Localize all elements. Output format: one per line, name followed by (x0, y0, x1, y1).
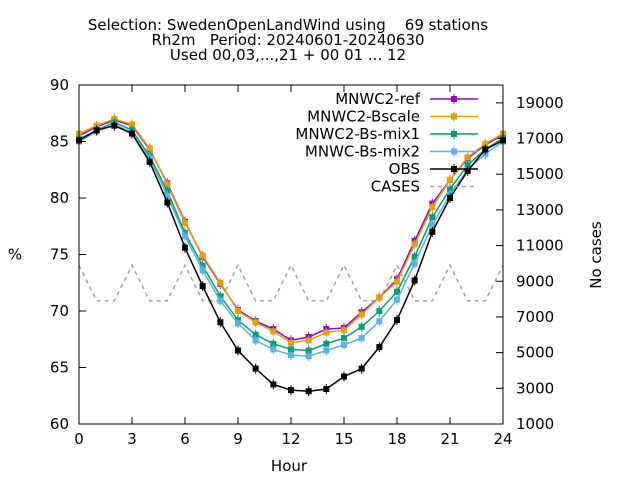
series-line-mnwc2-bscale (78, 118, 504, 344)
legend-item-mnwc2-ref: MNWC2-ref (335, 90, 478, 108)
legend-label: MNWC2-ref (335, 90, 420, 108)
x-tick-label: 0 (74, 430, 84, 448)
series-mnwc-bs-mix2 (76, 119, 506, 362)
x-tick-label: 9 (233, 430, 243, 448)
chart-title: Selection: SwedenOpenLandWind using 69 s… (88, 16, 488, 64)
y-tick-label: 60 (50, 415, 69, 433)
x-axis-label: Hour (271, 457, 308, 475)
plot-frame (78, 84, 504, 425)
title-line-1: Selection: SwedenOpenLandWind using 69 s… (88, 16, 488, 34)
y2-tick-label: 3000 (516, 379, 554, 397)
legend-label: CASES (371, 178, 420, 196)
y-tick-label: 85 (50, 133, 69, 151)
y2-tick-label: 1000 (516, 415, 554, 433)
legend-label: MNWC2-Bscale (307, 108, 420, 126)
x-tick-label: 3 (127, 430, 137, 448)
legend-label: MNWC-Bs-mix2 (305, 143, 420, 161)
legend-item-cases: CASES (371, 178, 478, 196)
title-line-3: Used 00,03,...,21 + 00 01 ... 12 (170, 46, 406, 64)
title-line-2: Rh2m Period: 20240601-20240630 (151, 31, 424, 49)
y-tick-label: 90 (50, 76, 69, 94)
legend-item-mnwc2-bs-mix1: MNWC2-Bs-mix1 (295, 125, 478, 143)
plot-series (76, 113, 506, 397)
y2-tick-label: 13000 (516, 201, 564, 219)
legend-item-mnwc2-bscale: MNWC2-Bscale (307, 108, 478, 126)
y2-tick-label: 5000 (516, 344, 554, 362)
y2-tick-label: 9000 (516, 272, 554, 290)
y-tick-label: 70 (50, 302, 69, 320)
series-mnwc2-ref (76, 115, 506, 346)
x-tick-label: 24 (493, 430, 512, 448)
x-tick-label: 6 (180, 430, 190, 448)
legend-item-obs: OBS (389, 160, 478, 178)
x-tick-label: 12 (281, 430, 300, 448)
axis-labels: % No cases Hour (8, 221, 605, 475)
x-tick-label: 15 (334, 430, 353, 448)
x-tick-label: 21 (440, 430, 459, 448)
axis-ticks: 0 3 6 9 12 15 18 21 24 60 65 70 75 80 85 90 1000 3000 5000… (50, 76, 564, 448)
series-line-cases (78, 263, 504, 302)
series-line-mnwc2-ref (78, 119, 504, 342)
series-line-mnwc-bs-mix2 (78, 123, 504, 357)
y-axis-label: % (8, 246, 22, 264)
legend-item-mnwc-bs-mix2: MNWC-Bs-mix2 (305, 143, 478, 161)
legend-label: MNWC2-Bs-mix1 (295, 125, 420, 143)
y2-tick-label: 11000 (516, 237, 564, 255)
series-line-mnwc2-bs-mix1 (78, 121, 504, 352)
series-cases (78, 263, 504, 302)
series-mnwc2-bs-mix1 (76, 117, 506, 356)
y-tick-label: 80 (50, 189, 69, 207)
x-tick-label: 18 (387, 430, 406, 448)
y-tick-label: 65 (50, 359, 69, 377)
y2-tick-label: 7000 (516, 308, 554, 326)
legend-label: OBS (389, 160, 420, 178)
y2-tick-label: 19000 (516, 94, 564, 112)
y2-axis-label: No cases (587, 221, 605, 289)
series-mnwc2-bscale (76, 113, 506, 348)
y-tick-label: 75 (50, 246, 69, 264)
legend: MNWC2-refMNWC2-BscaleMNWC2-Bs-mix1MNWC-B… (295, 90, 478, 196)
y2-tick-label: 15000 (516, 165, 564, 183)
y2-tick-label: 17000 (516, 130, 564, 148)
